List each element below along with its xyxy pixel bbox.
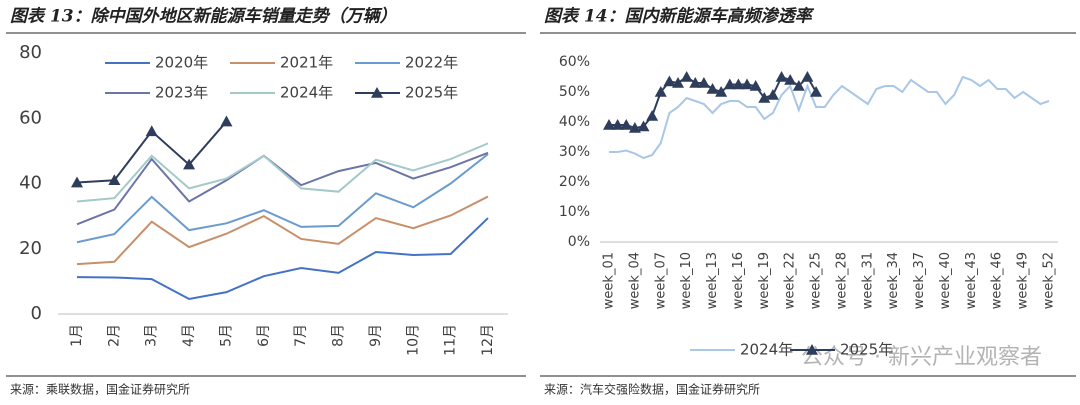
point xyxy=(706,83,719,94)
y-tick-label: 50% xyxy=(559,84,590,100)
legend-label: 2024年 xyxy=(280,84,333,102)
point xyxy=(715,86,728,97)
legend-label: 2022年 xyxy=(405,54,458,72)
x-tick-label: 2月 xyxy=(106,324,122,347)
point xyxy=(697,77,710,88)
point xyxy=(71,176,83,188)
x-tick-label: 3月 xyxy=(144,324,160,347)
x-tick-label: 1月 xyxy=(69,324,85,347)
legend-label: 2023年 xyxy=(155,84,208,102)
series-line xyxy=(609,75,1050,160)
x-tick-label: week_37 xyxy=(912,252,927,309)
y-tick-label: 80 xyxy=(19,42,42,63)
point xyxy=(689,77,702,88)
x-tick-label: week_04 xyxy=(627,252,642,309)
y-tick-label: 40% xyxy=(559,114,590,130)
x-tick-label: week_52 xyxy=(1042,252,1057,309)
legend-label: 2025年 xyxy=(840,341,893,359)
point xyxy=(145,125,158,137)
x-tick-label: 9月 xyxy=(368,324,384,347)
x-tick-label: week_43 xyxy=(964,252,979,309)
point xyxy=(749,80,762,91)
point xyxy=(775,71,788,82)
x-tick-label: week_49 xyxy=(1016,252,1031,309)
point xyxy=(628,122,641,133)
x-tick-label: week_19 xyxy=(757,252,772,309)
x-tick-label: week_16 xyxy=(731,252,746,309)
point xyxy=(758,92,771,103)
point xyxy=(654,86,667,97)
series-line xyxy=(76,142,489,203)
x-tick-label: week_31 xyxy=(860,252,875,309)
y-tick-label: 60 xyxy=(19,107,42,128)
x-tick-label: week_22 xyxy=(783,252,798,309)
legend-label: 2024年 xyxy=(740,341,793,359)
x-tick-label: 7月 xyxy=(293,324,309,347)
source: 来源：乘联数据，国金证券研究所 xyxy=(10,382,190,397)
series-line xyxy=(76,217,489,301)
x-tick-label: week_40 xyxy=(938,252,953,309)
x-tick-label: 10月 xyxy=(405,324,421,356)
point xyxy=(672,77,685,88)
x-tick-label: 8月 xyxy=(331,324,347,347)
legend-marker xyxy=(806,344,818,355)
point xyxy=(108,174,121,186)
x-tick-label: 4月 xyxy=(181,324,197,347)
point xyxy=(766,89,779,100)
series-line xyxy=(76,195,489,266)
point xyxy=(611,119,624,130)
legend-label: 2021年 xyxy=(280,54,333,72)
x-tick-label: week_13 xyxy=(705,252,720,309)
x-tick-label: 5月 xyxy=(218,324,234,347)
point xyxy=(784,74,797,85)
point xyxy=(792,80,805,91)
point xyxy=(603,119,615,130)
series-line xyxy=(76,151,489,226)
x-tick-label: week_01 xyxy=(602,252,617,309)
point xyxy=(183,158,196,170)
y-tick-label: 40 xyxy=(19,173,42,194)
point xyxy=(741,78,754,90)
legend-label: 2025年 xyxy=(405,84,458,102)
y-tick-label: 60% xyxy=(559,54,590,70)
y-tick-label: 10% xyxy=(559,204,590,220)
point xyxy=(680,71,693,82)
series-line xyxy=(76,153,489,244)
x-tick-label: week_07 xyxy=(653,252,668,309)
chart-title: 图表 13：除中国外地区新能源车销量走势（万辆） xyxy=(10,7,397,27)
y-tick-label: 30% xyxy=(559,144,590,160)
point xyxy=(220,115,233,127)
y-tick-label: 20% xyxy=(559,174,590,190)
point xyxy=(637,120,650,132)
point xyxy=(646,110,659,121)
point xyxy=(810,86,823,97)
x-tick-label: 12月 xyxy=(480,324,496,356)
legend-marker xyxy=(371,87,383,98)
legend-label: 2020年 xyxy=(155,54,208,72)
point xyxy=(801,71,814,82)
x-tick-label: week_34 xyxy=(886,252,901,309)
x-tick-label: week_46 xyxy=(990,252,1005,309)
point xyxy=(620,119,633,130)
y-tick-label: 20 xyxy=(19,238,42,259)
point xyxy=(732,78,745,90)
x-tick-label: week_10 xyxy=(679,252,694,309)
x-tick-label: week_28 xyxy=(834,252,849,309)
x-tick-label: 11月 xyxy=(443,324,459,356)
watermark: 公众号 · 新兴产业观察者 xyxy=(801,345,1042,370)
point xyxy=(663,75,676,87)
y-tick-label: 0% xyxy=(568,234,590,250)
x-tick-label: week_25 xyxy=(809,252,824,309)
source: 来源：汽车交强险数据，国金证券研究所 xyxy=(544,382,760,397)
point xyxy=(723,78,736,90)
x-tick-label: 6月 xyxy=(256,324,272,347)
chart-title: 图表 14：国内新能源车高频渗透率 xyxy=(544,7,815,27)
y-tick-label: 0 xyxy=(31,303,42,324)
